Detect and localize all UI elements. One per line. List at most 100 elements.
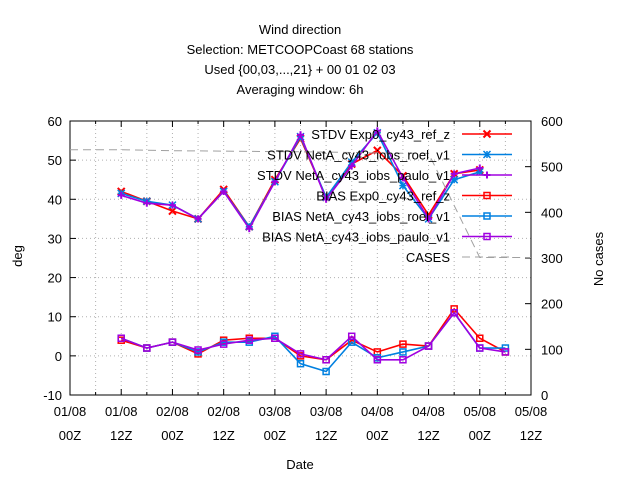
y-tick-label: 50 <box>48 153 62 168</box>
data-point <box>117 191 125 199</box>
marker-box <box>450 309 458 317</box>
legend-label: STDV Exp0_cy43_ref_z <box>311 127 450 142</box>
data-point <box>347 332 356 341</box>
marker-box <box>483 212 491 220</box>
data-point <box>450 170 458 178</box>
marker-box <box>483 232 491 241</box>
data-point <box>297 131 304 139</box>
x-tick-label-date: 05/08 <box>464 404 497 419</box>
data-point <box>424 342 433 350</box>
title-line-2: Selection: METCOOPCoast 68 stations <box>187 42 414 57</box>
marker-box <box>399 356 407 364</box>
y2-axis-label: No cases <box>591 231 606 286</box>
data-point <box>399 340 407 348</box>
marker-box <box>322 367 330 376</box>
data-point <box>168 201 176 209</box>
data-point <box>220 187 228 195</box>
title-line-1: Wind direction <box>259 22 341 37</box>
legend-label: BIAS Exp0_cy43_ref_z <box>316 189 450 204</box>
y2-tick-label: 500 <box>541 160 563 175</box>
y-tick-label: 20 <box>48 271 62 286</box>
x-tick-label-hour: 12Z <box>110 428 132 443</box>
x-tick-label-hour: 12Z <box>520 428 542 443</box>
marker-box <box>347 332 356 341</box>
x-tick-label-date: 01/08 <box>54 404 87 419</box>
data-point <box>476 334 484 342</box>
marker-box <box>296 350 305 358</box>
y-tick-label: 40 <box>48 192 62 207</box>
x-tick-label-date: 03/08 <box>310 404 343 419</box>
data-point <box>219 340 228 348</box>
legend-item: STDV NetA_cy43_iobs_roel_v1 <box>267 148 512 163</box>
y2-tick-label: 400 <box>541 205 563 220</box>
legend-label: STDV NetA_cy43_iobs_roel_v1 <box>267 148 450 163</box>
data-point <box>399 174 407 182</box>
data-point <box>322 356 330 364</box>
marker-box <box>476 344 484 352</box>
marker-box <box>399 348 407 356</box>
x-tick-label-hour: 00Z <box>264 428 286 443</box>
marker-box <box>194 346 202 354</box>
x-tick-label-hour: 00Z <box>161 428 183 443</box>
marker-box <box>271 334 279 342</box>
legend-label: BIAS NetA_cy43_iobs_paulo_v1 <box>262 230 450 245</box>
data-point <box>373 356 382 364</box>
data-point <box>168 338 177 346</box>
x-tick-label-date: 04/08 <box>361 404 394 419</box>
x-tick-label-hour: 12Z <box>315 428 337 443</box>
y-tick-label: 30 <box>48 231 62 246</box>
marker-box <box>373 356 382 364</box>
data-point <box>476 164 484 172</box>
x-tick-label-date: 04/08 <box>412 404 445 419</box>
marker-box <box>322 356 330 364</box>
legend-marker <box>483 191 491 200</box>
marker-box <box>168 338 177 346</box>
series-line <box>120 311 506 361</box>
data-point <box>245 336 254 344</box>
data-point <box>296 359 305 368</box>
title-line-3: Used {00,03,...,21} + 00 01 02 03 <box>204 62 395 77</box>
data-point <box>501 348 510 356</box>
data-point <box>194 346 202 354</box>
x-tick-label-hour: 00Z <box>366 428 388 443</box>
y-axis-label: deg <box>10 245 25 267</box>
marker-stroke <box>482 129 492 139</box>
x-tick-label-date: 02/08 <box>156 404 189 419</box>
legend-marker <box>483 212 491 220</box>
y-tick-label: 10 <box>48 310 62 325</box>
data-point <box>450 309 458 317</box>
series-bias-exp0-cy43-ref-z <box>117 305 510 364</box>
x-tick-label-hour: 12Z <box>417 428 439 443</box>
y2-tick-label: 300 <box>541 251 563 266</box>
y2-tick-label: 200 <box>541 297 563 312</box>
series-stdv-neta-cy43-iobs-paulo-v1 <box>117 127 484 233</box>
data-point <box>322 367 330 376</box>
data-point <box>399 356 407 364</box>
series-bias-neta-cy43-iobs-paulo-v1 <box>117 309 510 364</box>
legend-marker <box>482 129 492 139</box>
data-point <box>348 162 356 170</box>
marker-box <box>143 344 151 352</box>
legend: STDV Exp0_cy43_ref_z STDV NetA_cy43_iobs_… <box>257 127 512 265</box>
series <box>70 127 531 376</box>
legend-item: BIAS NetA_cy43_iobs_paulo_v1 <box>262 230 512 245</box>
data-point <box>194 215 202 223</box>
y-tick-label: 0 <box>55 349 62 364</box>
series-line-cases <box>70 149 531 259</box>
data-point <box>271 334 279 342</box>
chart-title: Wind direction Selection: METCOOPCoast 6… <box>187 22 414 97</box>
data-point <box>168 206 177 216</box>
data-point <box>271 178 279 186</box>
marker-box <box>483 191 491 200</box>
y-tick-label: -10 <box>43 388 62 403</box>
x-tick-label-date: 02/08 <box>207 404 240 419</box>
data-point <box>476 344 484 352</box>
marker-box <box>219 340 228 348</box>
x-tick-label-hour: 12Z <box>212 428 234 443</box>
legend-item: CASES <box>406 250 512 265</box>
marker-box <box>296 359 305 368</box>
data-point <box>373 127 381 135</box>
marker-box <box>424 342 433 350</box>
marker-box <box>501 348 510 356</box>
